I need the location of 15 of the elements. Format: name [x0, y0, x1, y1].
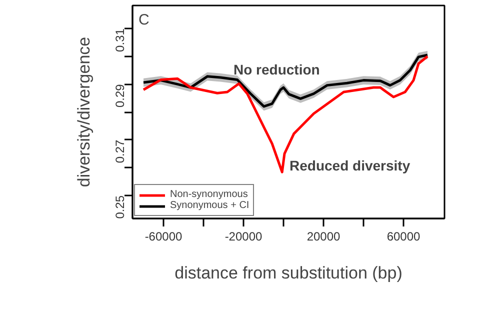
y-tick-label: 0.31: [113, 28, 127, 52]
y-tick-label: 0.25: [113, 195, 127, 219]
x-tick-label: 60000: [386, 230, 421, 244]
y-axis-title: diversity/divergence: [74, 36, 94, 188]
x-tick-label: -60000: [144, 230, 183, 244]
annotation: C: [138, 12, 150, 28]
x-tick-label: -20000: [224, 230, 263, 244]
x-tick-label: 20000: [306, 230, 341, 244]
legend-label: Non-synonymous: [170, 189, 248, 200]
annotation: No reduction: [234, 62, 320, 78]
annotation: Reduced diversity: [290, 158, 410, 174]
y-tick-label: 0.27: [113, 139, 127, 164]
x-axis-title: distance from substitution (bp): [174, 264, 402, 282]
y-tick-label: 0.29: [113, 84, 127, 108]
legend-label: Synonymous + CI: [170, 200, 250, 211]
